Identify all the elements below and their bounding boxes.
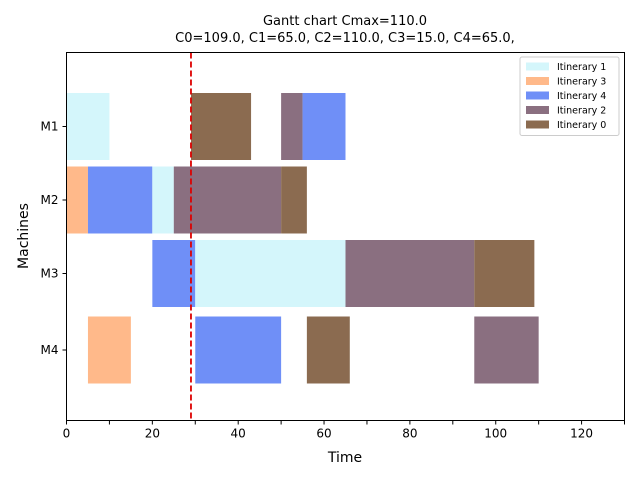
y-axis-label: Machines	[16, 203, 32, 269]
x-tick-label: 80	[402, 427, 417, 441]
task-bar	[281, 166, 307, 234]
plot-frame	[66, 52, 625, 421]
y-tick-label: M2	[41, 193, 59, 207]
legend-label: Itinerary 4	[557, 91, 606, 102]
y-tick-label: M3	[41, 267, 59, 281]
legend-swatch	[526, 91, 549, 100]
legend-label: Itinerary 2	[557, 106, 606, 117]
legend-swatch	[526, 77, 549, 85]
legend-frame	[519, 56, 620, 136]
legend-label: Itinerary 0	[557, 120, 606, 131]
y-tick-label: M1	[41, 120, 59, 134]
x-tick-label: 120	[570, 427, 593, 441]
task-bar	[190, 93, 252, 160]
task-bar	[66, 93, 110, 160]
x-axis-label: Time	[327, 450, 362, 466]
task-bar	[173, 166, 282, 234]
legend-swatch	[526, 120, 549, 129]
task-bar	[66, 166, 88, 234]
legend-swatch	[526, 62, 549, 71]
task-bar	[345, 240, 475, 307]
task-bar	[195, 316, 282, 384]
task-bars	[66, 93, 539, 384]
x-tick-label: 40	[231, 427, 246, 441]
task-bar	[474, 240, 535, 307]
legend-swatch	[526, 106, 549, 114]
y-axis: M1 M2 M3 M4	[41, 120, 67, 357]
task-bar	[474, 316, 539, 384]
task-bar	[152, 166, 174, 234]
task-bar	[302, 93, 346, 160]
task-bar	[195, 240, 346, 307]
task-bar	[87, 166, 153, 234]
task-bar	[87, 316, 131, 384]
legend: Itinerary 1 Itinerary 3 Itinerary 4 Itinera…	[519, 56, 620, 136]
chart-title: Gantt chart Cmax=110.0	[263, 14, 427, 29]
task-bar	[306, 316, 350, 384]
x-tick-label: 0	[63, 427, 71, 441]
chart-subtitle: C0=109.0, C1=65.0, C2=110.0, C3=15.0, C4…	[175, 31, 515, 46]
x-tick-label: 60	[316, 427, 331, 441]
y-tick-label: M4	[41, 343, 59, 357]
legend-label: Itinerary 3	[557, 77, 606, 88]
x-tick-label: 100	[484, 427, 507, 441]
x-tick-label: 20	[145, 427, 160, 441]
legend-label: Itinerary 1	[557, 62, 606, 73]
task-bar	[152, 240, 196, 307]
task-bar	[281, 93, 303, 160]
x-axis: 0 20 40 60 80 100 120	[63, 420, 625, 441]
